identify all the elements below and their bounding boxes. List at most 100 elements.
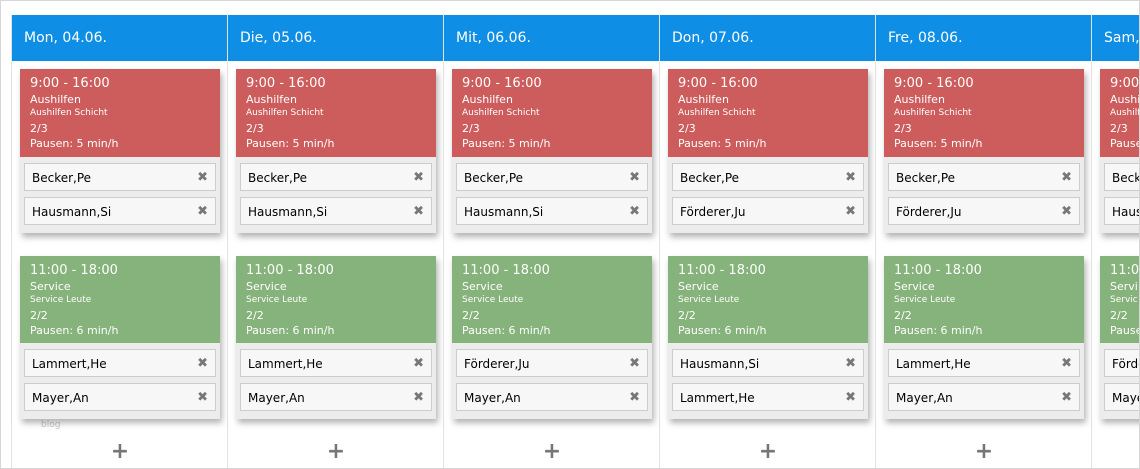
shift-time: 11:00 - 18:00 [894, 263, 982, 278]
shift-header[interactable]: 11:00 - 18:00 Service Service Leute 2/2 Paus… [668, 256, 868, 343]
shift-header[interactable]: 11:00 - 18:00 Service Service Leute 2/2 Paus… [20, 256, 220, 343]
remove-button[interactable]: ✖ [413, 356, 424, 371]
staff-list: Förderer,Ju ✖ Mayer,An ✖ [452, 343, 652, 419]
remove-button[interactable]: ✖ [629, 204, 640, 219]
staff-entry[interactable]: Lammert,He ✖ [672, 383, 864, 411]
shift-header[interactable]: 9:00 - Aushilf Aushilf 2/3 Pause [1100, 69, 1140, 157]
staff-entry[interactable]: Hausmann,Si ✖ [672, 349, 864, 377]
staff-list: Förde✖ Maye✖ [1100, 343, 1139, 419]
staff-list: Becker,Pe ✖ Förderer,Ju ✖ [884, 157, 1084, 233]
shift-count: 2/2 [1110, 309, 1128, 322]
remove-button[interactable]: ✖ [413, 204, 424, 219]
add-shift-button[interactable]: + [974, 439, 994, 464]
remove-button[interactable]: ✖ [845, 390, 856, 405]
staff-entry[interactable]: Lammert,He ✖ [240, 349, 432, 377]
day-column: Mit, 06.06. 9:00 - 16:00 Aushilfen Aushilfe… [443, 15, 660, 468]
shift-count: 2/3 [894, 122, 912, 135]
add-shift-button[interactable]: + [326, 439, 346, 464]
remove-button[interactable]: ✖ [197, 356, 208, 371]
staff-entry[interactable]: Mayer,An ✖ [888, 383, 1080, 411]
add-shift-button[interactable]: + [1092, 439, 1139, 464]
staff-entry[interactable]: Förderer,Ju ✖ [456, 349, 648, 377]
staff-entry[interactable]: Hausmann,Si ✖ [456, 197, 648, 225]
remove-button[interactable]: ✖ [629, 390, 640, 405]
shift-time: 11:00 - 18:00 [462, 263, 550, 278]
staff-list: Lammert,He ✖ Mayer,An ✖ [236, 343, 436, 419]
staff-entry[interactable]: Becker,Pe ✖ [24, 163, 216, 191]
staff-entry[interactable]: Becke✖ [1104, 163, 1139, 191]
day-column: Fre, 08.06. 9:00 - 16:00 Aushilfen Aushilfe… [875, 15, 1092, 468]
shift-group: Aushilfen [30, 93, 81, 106]
add-shift-button[interactable]: + [542, 439, 562, 464]
shift-header[interactable]: 9:00 - 16:00 Aushilfen Aushilfen Schicht 2/… [452, 69, 652, 157]
shift-group: Aushilfen [678, 93, 729, 106]
staff-list: Lammert,He ✖ Mayer,An ✖ [20, 343, 220, 419]
remove-button[interactable]: ✖ [629, 356, 640, 371]
add-shift-button[interactable]: + [758, 439, 778, 464]
remove-button[interactable]: ✖ [197, 390, 208, 405]
staff-list: Becker,Pe ✖ Hausmann,Si ✖ [20, 157, 220, 233]
shift-group: Aushilf [1110, 93, 1140, 106]
shift-header[interactable]: 9:00 - 16:00 Aushilfen Aushilfen Schicht 2/… [884, 69, 1084, 157]
shift-header[interactable]: 11:00 - 18:00 Service Service Leute 2/2 Paus… [452, 256, 652, 343]
shift-count: 2/3 [246, 122, 264, 135]
staff-entry[interactable]: Becker,Pe ✖ [888, 163, 1080, 191]
remove-button[interactable]: ✖ [197, 204, 208, 219]
shift-group: Service [246, 280, 287, 293]
remove-button[interactable]: ✖ [1061, 390, 1072, 405]
shift-header[interactable]: 9:00 - 16:00 Aushilfen Aushilfen Schicht 2/… [668, 69, 868, 157]
staff-entry[interactable]: Lammert,He ✖ [888, 349, 1080, 377]
shift-subgroup: Aushilfen Schicht [678, 108, 756, 118]
remove-button[interactable]: ✖ [413, 170, 424, 185]
day-column: Die, 05.06. 9:00 - 16:00 Aushilfen Aushilfe… [227, 15, 444, 468]
staff-entry[interactable]: Maye✖ [1104, 383, 1139, 411]
remove-button[interactable]: ✖ [1061, 356, 1072, 371]
remove-button[interactable]: ✖ [197, 170, 208, 185]
staff-entry[interactable]: Becker,Pe ✖ [456, 163, 648, 191]
shift-time: 11:00 - 18:00 [678, 263, 766, 278]
watermark: blog [41, 420, 61, 430]
remove-button[interactable]: ✖ [629, 170, 640, 185]
staff-entry[interactable]: Mayer,An ✖ [456, 383, 648, 411]
shift-count: 2/2 [246, 309, 264, 322]
staff-entry[interactable]: Becker,Pe ✖ [240, 163, 432, 191]
shift-time: 11:00 - 18:00 [246, 263, 334, 278]
day-header: Die, 05.06. [228, 15, 444, 61]
staff-entry[interactable]: Hausmann,Si ✖ [240, 197, 432, 225]
remove-button[interactable]: ✖ [1061, 204, 1072, 219]
add-shift-button[interactable]: + [110, 439, 130, 464]
shift-card: 9:00 - 16:00 Aushilfen Aushilfen Schicht 2/… [452, 69, 652, 233]
staff-entry[interactable]: Förderer,Ju ✖ [888, 197, 1080, 225]
remove-button[interactable]: ✖ [845, 204, 856, 219]
shift-count: 2/2 [894, 309, 912, 322]
staff-entry[interactable]: Förderer,Ju ✖ [672, 197, 864, 225]
shift-time: 9:00 - [1110, 76, 1140, 91]
day-header: Mon, 04.06. [12, 15, 228, 61]
shift-group: Aushilfen [462, 93, 513, 106]
shift-header[interactable]: 11:00 - 18:00 Service Service Leute 2/2 Paus… [236, 256, 436, 343]
staff-entry[interactable]: Förde✖ [1104, 349, 1139, 377]
staff-entry[interactable]: Becker,Pe ✖ [672, 163, 864, 191]
remove-button[interactable]: ✖ [1061, 170, 1072, 185]
staff-entry[interactable]: Mayer,An ✖ [24, 383, 216, 411]
staff-entry[interactable]: Haus✖ [1104, 197, 1139, 225]
shift-header[interactable]: 11:00 Servi Servic 2/2 Pause [1100, 256, 1139, 343]
shift-breaks: Pausen: 5 min/h [894, 137, 983, 150]
staff-entry[interactable]: Mayer,An ✖ [240, 383, 432, 411]
staff-entry[interactable]: Lammert,He ✖ [24, 349, 216, 377]
shift-subgroup: Aushilf [1110, 108, 1140, 118]
day-header: Fre, 08.06. [876, 15, 1092, 61]
shift-card: 11:00 - 18:00 Service Service Leute 2/2 Paus… [20, 256, 220, 419]
shift-breaks: Pausen: 6 min/h [678, 324, 767, 337]
day-column: Sam, 9:00 - Aushilf Aushilf 2/3 Pause Becke✖ Ha… [1091, 15, 1140, 468]
remove-button[interactable]: ✖ [845, 356, 856, 371]
shift-breaks: Pause [1110, 137, 1140, 150]
shift-header[interactable]: 11:00 - 18:00 Service Service Leute 2/2 Paus… [884, 256, 1084, 343]
shift-header[interactable]: 9:00 - 16:00 Aushilfen Aushilfen Schicht 2/… [236, 69, 436, 157]
shift-header[interactable]: 9:00 - 16:00 Aushilfen Aushilfen Schicht 2/… [20, 69, 220, 157]
shift-breaks: Pausen: 5 min/h [30, 137, 119, 150]
remove-button[interactable]: ✖ [413, 390, 424, 405]
day-column: Don, 07.06. 9:00 - 16:00 Aushilfen Aushilfe… [659, 15, 876, 468]
staff-entry[interactable]: Hausmann,Si ✖ [24, 197, 216, 225]
remove-button[interactable]: ✖ [845, 170, 856, 185]
